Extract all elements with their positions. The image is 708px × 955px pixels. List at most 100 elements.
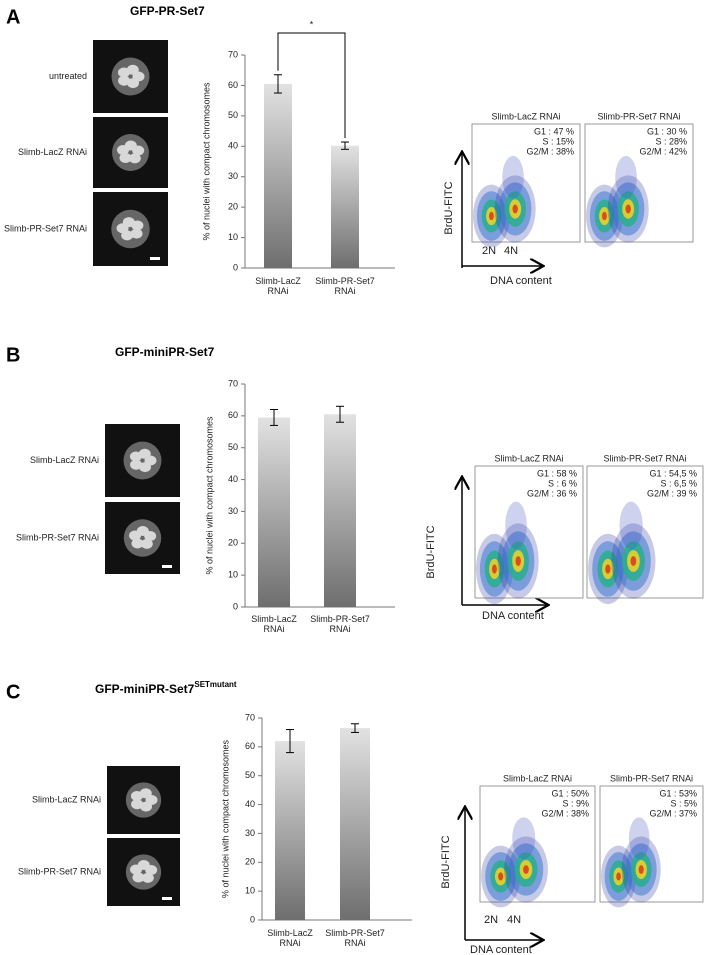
facs-stat: G1 : 50%	[551, 788, 589, 798]
y-tick-label: 10	[245, 886, 255, 896]
facs-x-label: DNA content	[490, 275, 552, 287]
y-axis-label: % of nuclei with compact chromosomes	[220, 739, 230, 898]
y-tick-label: 20	[245, 857, 255, 867]
chromosome	[119, 152, 132, 163]
x-tick-label: Slimb-LacZ RNAi	[255, 276, 301, 296]
chromosome	[132, 145, 145, 156]
y-tick-label: 30	[228, 506, 238, 516]
facs-density	[505, 501, 527, 550]
image-label: Slimb-LacZ RNAi	[32, 794, 101, 804]
bar	[340, 728, 370, 920]
bar	[264, 83, 292, 269]
x-tick-label: Slimb-PR-Set7 RNAi	[315, 276, 375, 296]
facs-density	[523, 865, 529, 874]
y-tick-label: 70	[228, 49, 238, 59]
chromosome	[132, 872, 145, 883]
chromosome	[138, 448, 151, 459]
image-label: Slimb-LacZ RNAi	[18, 147, 87, 157]
facs-stat: G2/M : 37%	[649, 808, 697, 818]
error-bar	[351, 723, 359, 733]
facs-stat: G2/M : 42%	[639, 146, 687, 156]
y-tick-label: 50	[228, 442, 238, 452]
panel-title: GFP-miniPR-Set7SETmutant	[95, 680, 237, 696]
facs-density	[515, 556, 521, 566]
facs-title: Slimb-PR-Set7 RNAi	[597, 111, 680, 121]
significance-bracket	[277, 32, 346, 139]
facs-x-tick: 4N	[507, 914, 521, 926]
scale-bar	[162, 565, 172, 568]
facs-title: Slimb-PR-Set7 RNAi	[603, 453, 686, 463]
facs-density	[492, 564, 497, 574]
facs-density	[619, 501, 643, 550]
y-tick-label: 70	[245, 712, 255, 722]
facs-x-tick: 4N	[504, 245, 518, 257]
chromosome	[130, 228, 143, 239]
y-tick-label: 50	[245, 770, 255, 780]
chromosome	[144, 531, 157, 542]
facs-density	[602, 211, 607, 221]
x-tick-label: Slimb-PR-Set7 RNAi	[325, 928, 385, 948]
facs-density	[630, 556, 637, 566]
facs-density	[498, 872, 504, 881]
chromosome	[139, 788, 152, 799]
y-tick-label: 60	[245, 741, 255, 751]
scale-bar	[150, 257, 160, 260]
facs-stat: G1 : 53%	[659, 788, 697, 798]
significance-label: *	[310, 19, 314, 29]
bar	[258, 417, 290, 607]
facs-density	[512, 204, 518, 214]
y-tick-label: 10	[228, 232, 238, 242]
nucleus	[111, 57, 150, 96]
facs-stat: S : 15%	[542, 136, 574, 146]
y-tick-label: 50	[228, 110, 238, 120]
chromosome	[131, 538, 144, 549]
x-tick-label: Slimb-PR-Set7 RNAi	[310, 614, 370, 634]
facs-y-label: BrdU-FITC	[440, 835, 452, 888]
facs-stat: G1 : 47 %	[534, 126, 574, 136]
chromosome	[128, 153, 141, 164]
nucleus	[123, 441, 162, 480]
y-tick-label: 0	[250, 914, 255, 924]
chromosome	[140, 538, 153, 549]
facs-stat: G1 : 54,5 %	[649, 468, 697, 478]
facs-stat: S : 6,5 %	[660, 478, 697, 488]
panel-label: B	[6, 344, 20, 366]
y-tick-label: 40	[228, 474, 238, 484]
facs-stat: G2/M : 39 %	[647, 488, 697, 498]
error-bar	[286, 729, 294, 754]
bar	[324, 414, 356, 607]
y-tick-label: 20	[228, 202, 238, 212]
error-bar	[274, 74, 282, 94]
facs-density	[616, 872, 621, 881]
facs-density	[638, 865, 644, 874]
chromosome	[126, 64, 139, 75]
panel-title-text: GFP-miniPR-Set7	[95, 682, 195, 696]
nucleus	[123, 519, 162, 557]
facs-density	[502, 155, 524, 199]
facs-title: Slimb-LacZ RNAi	[494, 453, 563, 463]
facs-stat: S : 28%	[655, 136, 687, 146]
facs-density	[628, 817, 650, 860]
facs-x-tick: 2N	[484, 914, 498, 926]
y-axis-label: % of nuclei with compact chromosomes	[201, 82, 211, 241]
facs-stat: S : 5%	[670, 798, 697, 808]
facs-stat: S : 6 %	[548, 478, 577, 488]
image-label: Slimb-PR-Set7 RNAi	[16, 532, 99, 542]
chromosome	[145, 865, 158, 876]
y-axis-label: % of nuclei with compact chromosomes	[204, 416, 214, 575]
y-tick-label: 60	[228, 80, 238, 90]
nucleus	[112, 134, 149, 171]
facs-stat: G2/M : 36 %	[527, 488, 577, 498]
facs-stat: G2/M : 38%	[541, 808, 589, 818]
panel-title: GFP-miniPR-Set7	[115, 345, 215, 359]
facs-density	[512, 817, 536, 860]
nucleus	[125, 782, 162, 818]
panel-title-sup: SETmutant	[194, 680, 237, 689]
facs-stat: G1 : 58 %	[537, 468, 577, 478]
panel-label: A	[6, 6, 20, 28]
facs-title: Slimb-LacZ RNAi	[491, 111, 560, 121]
facs-title: Slimb-LacZ RNAi	[503, 773, 572, 783]
y-tick-label: 0	[233, 601, 238, 611]
error-bar	[336, 405, 344, 423]
